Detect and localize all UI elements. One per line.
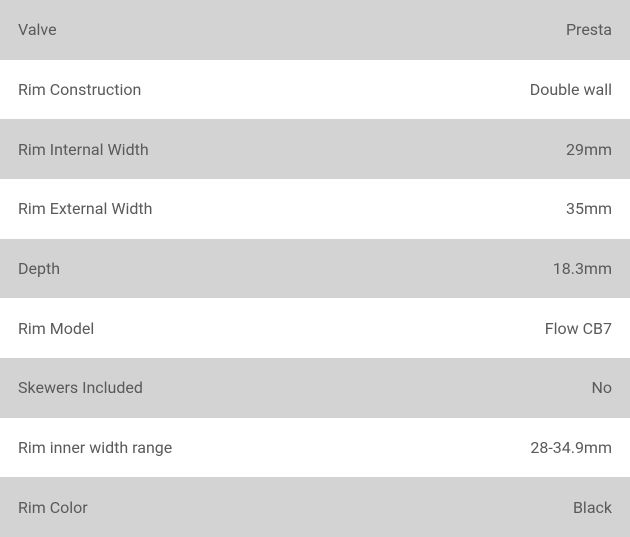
spec-value: 18.3mm — [553, 259, 612, 278]
spec-value: Flow CB7 — [545, 319, 612, 338]
table-row: Rim inner width range 28-34.9mm — [0, 418, 630, 478]
spec-value: Double wall — [530, 80, 612, 99]
spec-value: Presta — [566, 20, 612, 39]
spec-label: Rim inner width range — [18, 438, 172, 457]
spec-label: Rim Model — [18, 319, 94, 338]
spec-label: Rim Construction — [18, 80, 141, 99]
spec-label: Valve — [18, 20, 57, 39]
spec-value: Black — [573, 498, 612, 517]
table-row: Rim Internal Width 29mm — [0, 119, 630, 179]
table-row: Skewers Included No — [0, 358, 630, 418]
table-row: Rim Color Black — [0, 477, 630, 537]
table-row: Rim Model Flow CB7 — [0, 298, 630, 358]
spec-value: 29mm — [566, 140, 612, 159]
spec-value: 35mm — [566, 199, 612, 218]
table-row: Depth 18.3mm — [0, 239, 630, 299]
spec-value: No — [591, 378, 612, 397]
spec-value: 28-34.9mm — [530, 438, 612, 457]
table-row: Rim External Width 35mm — [0, 179, 630, 239]
spec-label: Rim External Width — [18, 199, 152, 218]
table-row: Rim Construction Double wall — [0, 60, 630, 120]
spec-label: Rim Color — [18, 498, 88, 517]
table-row: Valve Presta — [0, 0, 630, 60]
spec-table: Valve Presta Rim Construction Double wal… — [0, 0, 630, 537]
spec-label: Rim Internal Width — [18, 140, 149, 159]
spec-label: Depth — [18, 259, 60, 278]
spec-label: Skewers Included — [18, 378, 143, 397]
